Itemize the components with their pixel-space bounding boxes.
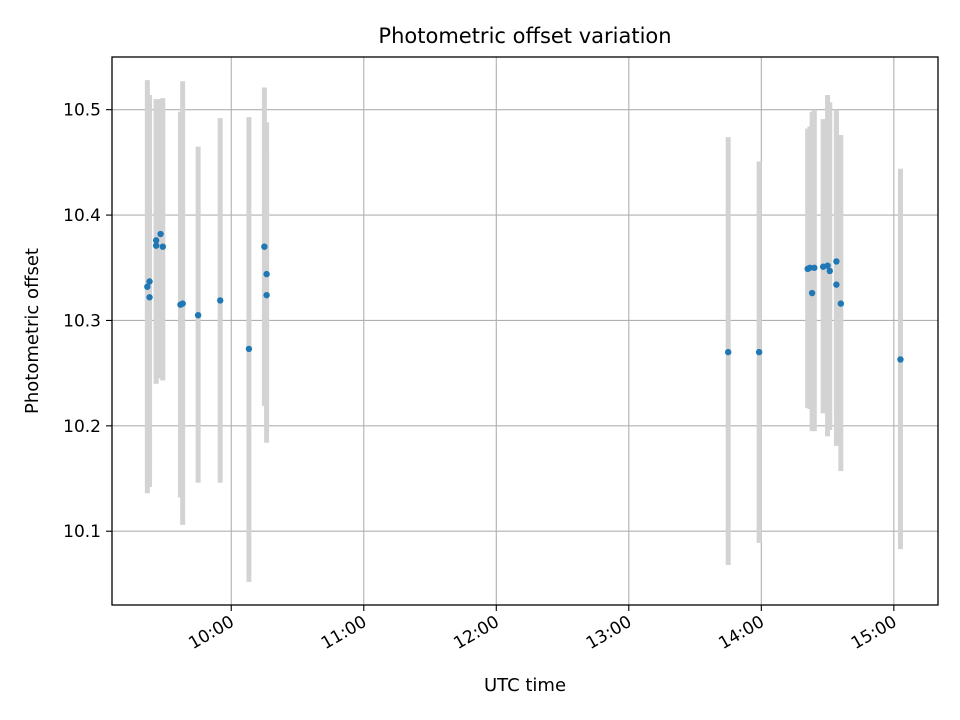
data-point (152, 237, 160, 244)
y-tick-label: 10.1 (63, 522, 101, 542)
data-point (833, 258, 840, 265)
data-point (811, 264, 818, 271)
data-point (837, 300, 845, 307)
data-point (159, 243, 166, 250)
data-point (152, 242, 160, 249)
data-point (806, 264, 814, 271)
x-axis-label: UTC time (484, 675, 566, 696)
x-tick-label: 15:00 (848, 612, 900, 654)
y-tick-label: 10.3 (63, 311, 101, 331)
data-point (146, 278, 153, 285)
x-tick-label: 11:00 (318, 612, 370, 654)
data-point (755, 348, 763, 356)
error-bars (144, 80, 903, 582)
data-point (263, 270, 270, 278)
data-points (144, 230, 904, 363)
y-tick-label: 10.4 (63, 206, 101, 226)
y-axis: 10.1 10.2 10.3 10.4 10.5 (63, 101, 112, 542)
data-point (833, 281, 840, 288)
data-point (808, 289, 816, 297)
data-point (897, 356, 904, 363)
data-point (263, 291, 270, 299)
data-point (826, 267, 833, 275)
data-point (179, 300, 186, 307)
y-tick-label: 10.5 (63, 101, 101, 121)
data-point (824, 262, 831, 269)
chart-title: Photometric offset variation (378, 24, 671, 48)
data-point (217, 297, 224, 304)
data-point (194, 311, 202, 319)
data-point (157, 230, 164, 238)
x-axis: 10:00 11:00 12:00 13:00 14:00 15:00 (185, 605, 900, 654)
data-point (724, 348, 732, 356)
x-tick-label: 12:00 (450, 612, 502, 654)
data-point (144, 283, 151, 290)
x-tick-label: 13:00 (583, 612, 635, 654)
y-axis-label: Photometric offset (22, 248, 43, 414)
data-point (261, 243, 268, 250)
y-tick-label: 10.2 (63, 417, 101, 437)
data-point (245, 345, 253, 353)
x-tick-label: 14:00 (715, 612, 767, 654)
data-point (146, 294, 153, 301)
plot-frame (111, 56, 939, 606)
x-tick-label: 10:00 (185, 612, 237, 654)
